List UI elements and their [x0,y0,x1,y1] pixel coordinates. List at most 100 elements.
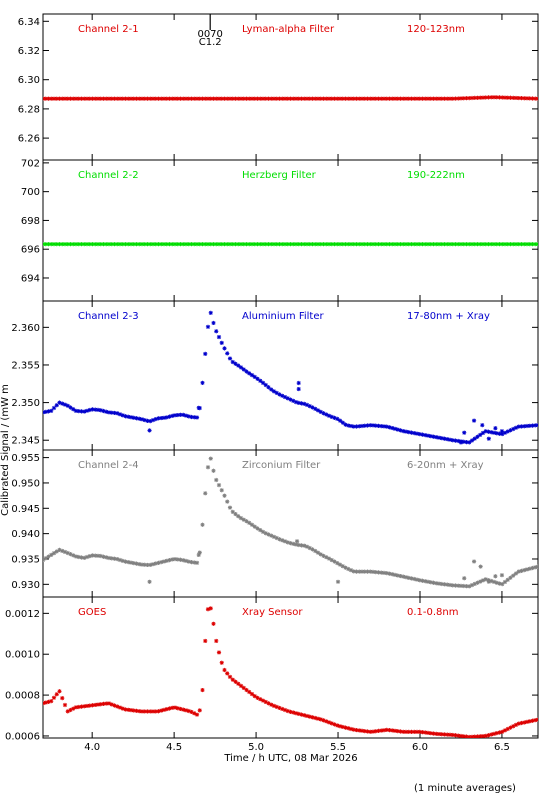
x-axis-label: Time / h UTC, 08 Mar 2026 [223,753,357,764]
data-point [65,709,70,714]
data-point [216,96,222,101]
data-point [475,434,480,439]
data-point [480,242,486,247]
data-point [326,720,332,725]
panel-frame [42,300,539,451]
data-point [203,351,208,356]
data-point [216,242,222,247]
data-point [381,728,387,733]
data-point [365,729,370,734]
data-point [390,425,395,431]
data-point [373,729,378,734]
data-point [104,555,109,560]
data-point [76,96,81,101]
data-point [269,96,274,101]
data-point [302,543,307,548]
data-point [324,96,329,101]
data-point [46,699,51,704]
data-point [68,96,73,101]
data-point [230,677,235,682]
data-point [398,96,403,101]
data-point [535,717,538,722]
data-point [123,559,128,564]
data-point [423,433,428,438]
data-point [467,242,472,247]
data-point [54,96,59,101]
data-point [175,706,180,711]
data-point [414,577,420,582]
data-point [392,572,398,577]
data-point [194,712,200,717]
data-point [340,96,345,101]
data-point [406,242,411,247]
data-point [343,96,348,101]
data-point [417,96,422,101]
data-point [491,430,497,435]
data-point [379,728,384,733]
data-point [236,514,241,519]
data-point [293,96,299,101]
data-point [359,242,365,247]
data-point [516,721,521,726]
data-point [489,578,494,584]
data-point [423,242,428,247]
data-point [456,96,461,101]
data-point [472,95,477,100]
data-point [241,242,246,247]
data-point [87,407,92,413]
data-point [403,729,409,734]
data-point [145,709,150,714]
data-point-outlier [478,564,483,569]
data-point-outlier [480,423,485,428]
data-point [211,242,216,247]
y-tick-label: 0.940 [11,529,40,540]
data-point [205,96,211,101]
data-point [379,424,384,429]
data-point-outlier [499,573,505,578]
data-point [170,242,175,247]
data-point [71,96,76,101]
data-point [384,727,389,732]
data-point [370,242,376,247]
data-point [57,400,62,405]
data-point [522,424,527,429]
data-point [139,417,145,422]
data-series [43,310,538,445]
data-point [414,242,420,247]
data-point [494,242,499,247]
y-tick-label: 702 [21,158,40,169]
data-point [332,96,337,101]
data-point [480,578,486,583]
data-point [329,557,334,563]
data-point [326,96,332,101]
data-point [434,435,439,440]
data-point [533,96,538,101]
data-point [131,415,136,420]
data-point [431,242,436,247]
x-tick-label: 6.0 [412,742,428,753]
data-point [156,560,161,565]
data-point [115,557,120,562]
data-point [395,573,400,578]
data-point [346,726,351,731]
filter-label: Zirconium Filter [242,460,321,471]
data-series [43,242,538,247]
data-point [57,547,62,552]
data-point [145,562,150,568]
x-tick-label: 6.5 [494,742,510,753]
data-point [302,96,307,101]
data-point [167,414,172,419]
data-point [54,403,59,408]
data-point [519,424,524,429]
data-point [222,242,227,247]
data-point [508,575,513,580]
data-point [167,242,172,247]
data-point [508,95,513,100]
data-point [296,400,301,406]
data-point [233,96,238,101]
data-point [186,559,191,564]
data-point [62,402,68,407]
data-point [486,429,491,434]
data-point [453,96,458,101]
data-point [238,365,244,370]
